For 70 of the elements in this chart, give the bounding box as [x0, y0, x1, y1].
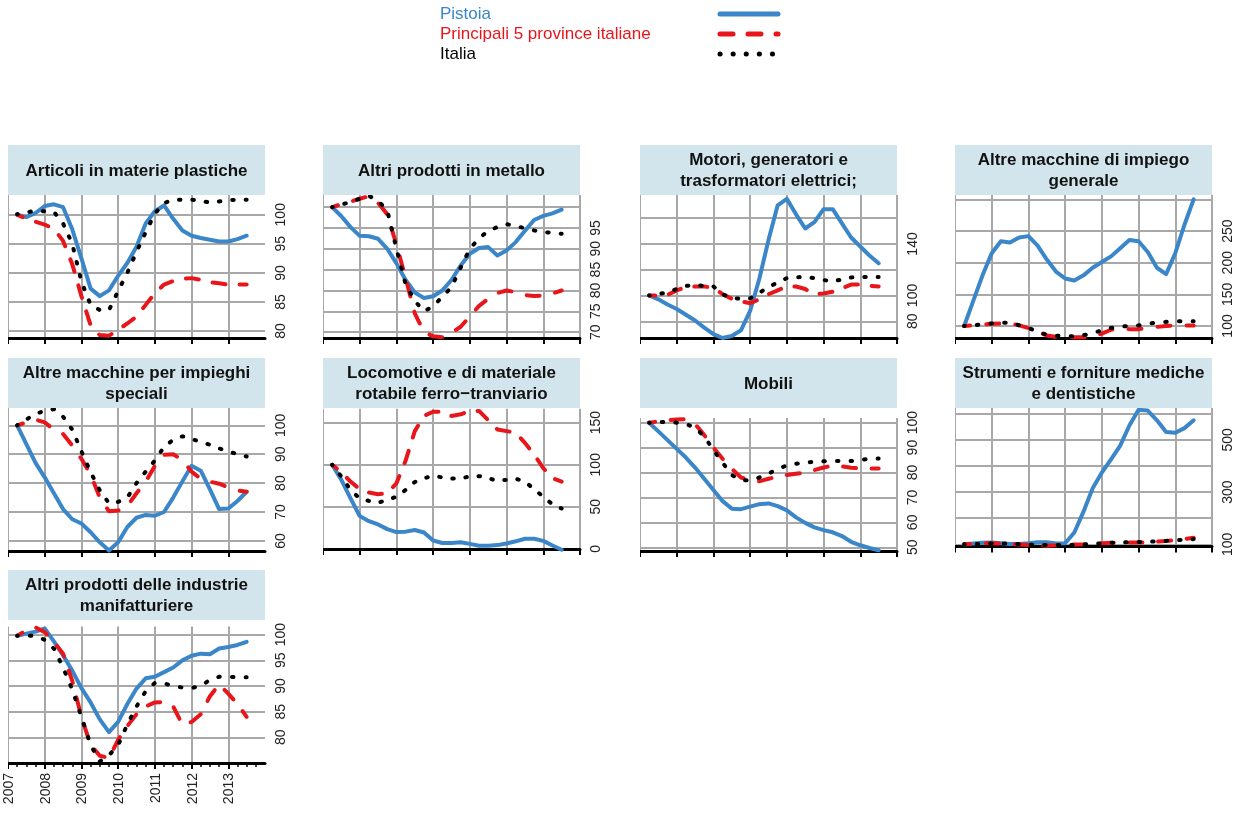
- y-tick-label: 200: [1219, 250, 1235, 275]
- x-tick-label: 2010: [110, 773, 127, 805]
- line-series: [647, 282, 881, 306]
- y-tick-label: 80: [587, 282, 603, 299]
- y-tick-label: 100: [272, 202, 288, 227]
- y-tick-label: 300: [1219, 480, 1235, 504]
- chart-title: Altre macchine di impiego generale: [955, 145, 1212, 195]
- y-tick-label: 70: [272, 504, 288, 520]
- y-tick-label: 90: [587, 240, 603, 257]
- x-tick-label: 2013: [220, 773, 237, 805]
- y-tick-label: 90: [272, 264, 288, 281]
- y-tick-label: 85: [587, 261, 603, 278]
- y-tick-label: 60: [904, 514, 920, 531]
- line-series: [330, 408, 564, 497]
- y-tick-label: 50: [904, 539, 920, 556]
- chart-title: Altri prodotti delle industrie manifatturiere: [8, 570, 265, 620]
- x-tick-label: 2012: [183, 773, 200, 805]
- y-tick-label: 150: [1219, 282, 1235, 307]
- y-tick-label: 70: [904, 489, 920, 506]
- y-tick-label: 95: [272, 652, 288, 669]
- chart-title: Locomotive e di materiale rotabile ferro−tranviario: [323, 358, 580, 408]
- y-tick-label: 150: [587, 410, 603, 435]
- y-tick-label: 90: [904, 439, 920, 456]
- line-series: [15, 408, 249, 506]
- y-tick-label: 70: [587, 324, 603, 340]
- text: Principali 5 province italiane: [440, 24, 652, 44]
- y-tick-label: 140: [904, 232, 920, 256]
- y-tick-label: 80: [272, 323, 288, 339]
- chart-title: Mobili: [640, 358, 897, 408]
- y-tick-label: 500: [1219, 427, 1235, 452]
- y-tick-label: 80: [904, 464, 920, 481]
- y-tick-label: 80: [904, 313, 920, 330]
- y-tick-label: 90: [272, 446, 288, 463]
- y-tick-label: 60: [272, 532, 288, 549]
- line-series: [647, 274, 881, 301]
- y-tick-label: 85: [272, 703, 288, 720]
- y-tick-label: 100: [904, 283, 920, 308]
- y-tick-label: 90: [272, 678, 288, 694]
- line-series: [15, 197, 249, 313]
- y-tick-label: 75: [587, 303, 603, 320]
- x-tick-label: 2008: [36, 773, 53, 805]
- y-tick-label: 80: [272, 475, 288, 491]
- line-series: [647, 196, 881, 340]
- line-series: [330, 462, 564, 511]
- y-tick-label: 95: [272, 235, 288, 252]
- y-tick-label: 100: [1219, 532, 1235, 556]
- x-tick-label: 2009: [73, 773, 90, 805]
- y-tick-label: 100: [272, 622, 288, 647]
- y-tick-label: 95: [587, 219, 603, 236]
- chart-title: Motori, generatori e trasformatori elettrici;: [640, 145, 897, 195]
- line-series: [15, 212, 249, 338]
- y-tick-label: 85: [272, 293, 288, 310]
- y-tick-label: 100: [904, 410, 920, 435]
- x-tick-label: 2011: [146, 773, 163, 804]
- chart-title: Altri prodotti in metallo: [323, 145, 580, 195]
- chart-title: Articoli in materie plastiche: [8, 145, 265, 195]
- x-tick-label: 2007: [0, 773, 16, 805]
- y-tick-label: 100: [272, 413, 288, 438]
- y-tick-label: 80: [272, 729, 288, 746]
- chart-title: Altre macchine per impieghi speciali: [8, 358, 265, 408]
- y-tick-label: 50: [587, 498, 603, 515]
- text: Pistoia: [440, 4, 493, 24]
- y-tick-label: 100: [587, 452, 603, 477]
- chart-title: Strumenti e forniture mediche e dentistiche: [955, 358, 1212, 408]
- text: Italia: [440, 44, 477, 64]
- line-series: [330, 195, 564, 314]
- y-tick-label: 250: [1219, 219, 1235, 243]
- line-series: [330, 205, 564, 300]
- y-tick-label: 100: [1219, 314, 1235, 338]
- y-tick-label: 0: [587, 544, 603, 553]
